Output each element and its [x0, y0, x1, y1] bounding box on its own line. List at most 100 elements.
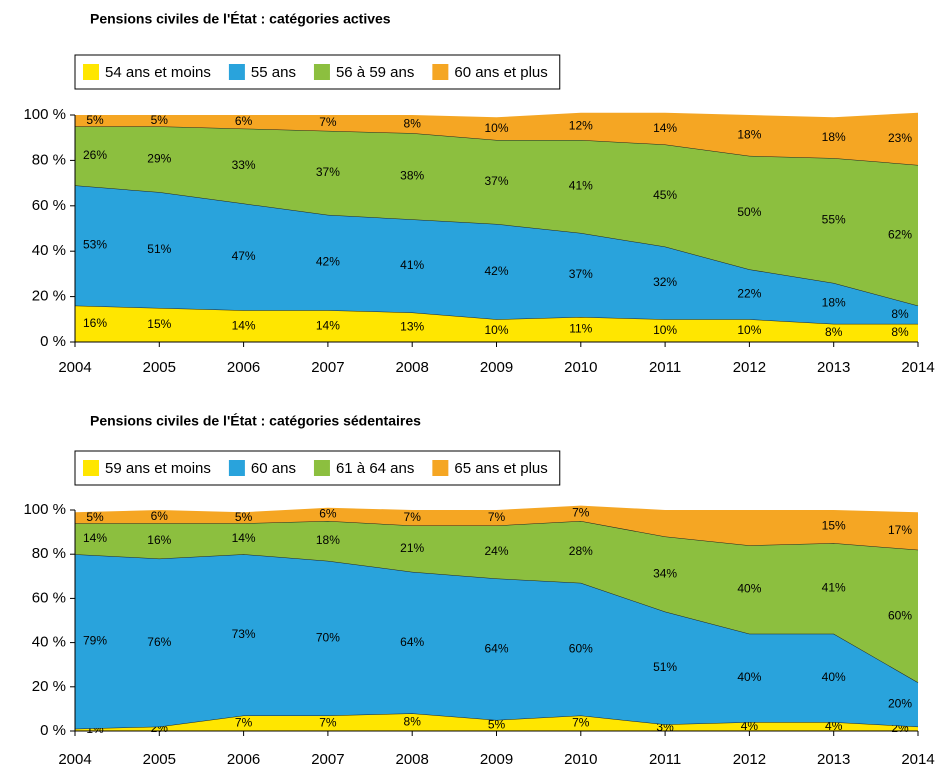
data-label: 40%	[737, 582, 761, 596]
data-label: 29%	[147, 151, 171, 165]
data-label: 14%	[232, 318, 256, 332]
x-tick-label: 2008	[396, 359, 429, 376]
y-tick-label: 40 %	[32, 242, 66, 259]
data-label: 7%	[319, 715, 337, 729]
data-label: 62%	[888, 227, 912, 241]
data-label: 12%	[569, 119, 593, 133]
data-label: 40%	[737, 670, 761, 684]
data-label: 18%	[822, 296, 846, 310]
legend-swatch	[228, 460, 245, 476]
data-label: 76%	[147, 635, 171, 649]
data-label: 73%	[232, 627, 256, 641]
data-label: 23%	[888, 131, 912, 145]
data-label: 5%	[86, 113, 104, 127]
data-label: 14%	[83, 531, 107, 545]
legend-swatch	[83, 460, 99, 476]
y-tick-label: 0 %	[40, 333, 66, 350]
area	[75, 126, 918, 306]
data-label: 42%	[484, 264, 508, 278]
data-label: 37%	[316, 165, 340, 179]
y-tick-label: 100 %	[23, 501, 66, 518]
legend-label: 65 ans et plus	[454, 460, 547, 477]
legend-label: 61 à 64 ans	[336, 460, 414, 477]
data-label: 15%	[147, 317, 171, 331]
data-label: 41%	[400, 258, 424, 272]
x-tick-label: 2012	[733, 751, 766, 768]
data-label: 41%	[822, 581, 846, 595]
data-label: 6%	[151, 509, 169, 523]
y-tick-label: 20 %	[32, 678, 66, 695]
chart-title: Pensions civiles de l'État : catégories …	[90, 413, 421, 429]
legend-swatch	[432, 460, 449, 476]
data-label: 42%	[316, 255, 340, 269]
data-label: 7%	[319, 115, 337, 129]
x-tick-label: 2009	[480, 359, 513, 376]
data-label: 34%	[653, 566, 677, 580]
area	[75, 185, 918, 324]
x-tick-label: 2008	[396, 751, 429, 768]
data-label: 8%	[891, 307, 909, 321]
data-label: 5%	[86, 510, 104, 524]
data-label: 7%	[572, 715, 590, 729]
data-label: 18%	[316, 533, 340, 547]
data-label: 38%	[400, 168, 424, 182]
y-tick-label: 60 %	[32, 197, 66, 214]
data-label: 8%	[404, 116, 422, 130]
x-tick-label: 2009	[480, 751, 513, 768]
data-label: 18%	[737, 128, 761, 142]
data-label: 8%	[891, 325, 909, 339]
data-label: 13%	[400, 319, 424, 333]
data-label: 7%	[404, 510, 422, 524]
x-tick-label: 2007	[311, 751, 344, 768]
data-label: 6%	[235, 114, 253, 128]
legend-label: 55 ans	[251, 64, 296, 81]
data-label: 6%	[319, 507, 337, 521]
data-label: 5%	[235, 510, 253, 524]
data-label: 5%	[488, 718, 506, 732]
data-label: 45%	[653, 188, 677, 202]
y-tick-label: 80 %	[32, 545, 66, 562]
data-label: 16%	[83, 316, 107, 330]
legend-swatch	[313, 460, 330, 476]
data-label: 11%	[569, 322, 592, 336]
data-label: 55%	[822, 213, 846, 227]
data-label: 7%	[235, 715, 253, 729]
data-label: 37%	[569, 267, 593, 281]
x-tick-label: 2004	[58, 751, 91, 768]
data-label: 20%	[888, 697, 912, 711]
data-label: 24%	[484, 544, 508, 558]
data-label: 26%	[83, 148, 107, 162]
x-tick-label: 2011	[649, 751, 681, 768]
x-tick-label: 2014	[901, 359, 934, 376]
data-label: 47%	[232, 249, 256, 263]
data-label: 51%	[147, 242, 171, 256]
legend-swatch	[228, 64, 245, 80]
data-label: 10%	[484, 323, 508, 337]
data-label: 79%	[83, 634, 107, 648]
data-label: 21%	[400, 541, 424, 555]
area	[75, 505, 918, 550]
x-tick-label: 2010	[564, 359, 597, 376]
y-tick-label: 80 %	[32, 151, 66, 168]
y-tick-label: 0 %	[40, 722, 66, 739]
data-label: 60%	[888, 608, 912, 622]
data-label: 14%	[316, 318, 340, 332]
y-tick-label: 60 %	[32, 589, 66, 606]
x-tick-label: 2005	[143, 359, 176, 376]
data-label: 41%	[569, 179, 593, 193]
x-tick-label: 2006	[227, 751, 260, 768]
data-label: 40%	[822, 670, 846, 684]
data-label: 64%	[484, 641, 508, 655]
data-label: 10%	[653, 323, 677, 337]
data-label: 17%	[888, 523, 912, 537]
data-label: 18%	[822, 130, 846, 144]
data-label: 32%	[653, 275, 677, 289]
y-tick-label: 20 %	[32, 288, 66, 305]
data-label: 51%	[653, 660, 677, 674]
x-tick-label: 2010	[564, 751, 597, 768]
legend-swatch	[83, 64, 99, 80]
legend-label: 59 ans et moins	[105, 460, 211, 477]
data-label: 8%	[404, 714, 422, 728]
legend-label: 60 ans	[251, 460, 296, 477]
